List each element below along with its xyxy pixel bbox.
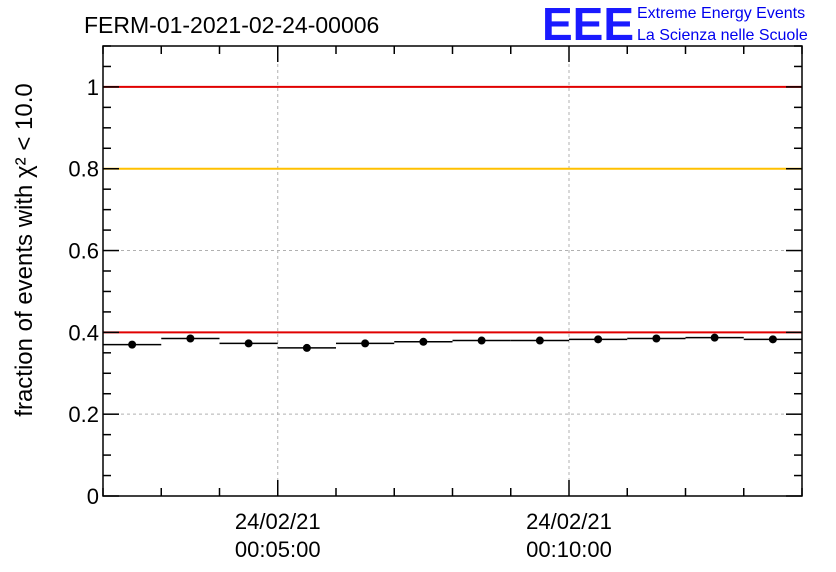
logo-line1: Extreme Energy Events <box>637 5 805 22</box>
y-tick-label: 1 <box>87 75 99 100</box>
x-tick-label-date: 24/02/21 <box>526 509 612 534</box>
data-point <box>477 336 486 345</box>
data-point <box>652 334 661 343</box>
data-point <box>128 340 137 349</box>
logo-mark: EEE <box>542 0 634 50</box>
data-point <box>768 335 777 344</box>
data-point <box>710 333 719 342</box>
data-point <box>535 336 544 345</box>
x-tick-label-time: 00:05:00 <box>235 537 321 562</box>
data-point <box>594 335 603 344</box>
y-tick-label: 0 <box>87 484 99 509</box>
data-point <box>419 337 428 346</box>
y-tick-label: 0.8 <box>68 157 99 182</box>
grid <box>103 46 802 496</box>
y-axis-label: fraction of events with χ² < 10.0 <box>11 83 38 416</box>
reference-lines <box>103 85 802 334</box>
x-tick-label-date: 24/02/21 <box>235 509 321 534</box>
y-tick-label: 0.4 <box>68 320 99 345</box>
y-tick-label: 0.6 <box>68 239 99 264</box>
y-tick-label: 0.2 <box>68 402 99 427</box>
plot-frame <box>102 45 803 497</box>
series <box>103 333 802 352</box>
eee-logo: EEE Extreme Energy Events La Scienza nel… <box>542 0 808 50</box>
data-point <box>186 334 195 343</box>
data-point <box>302 343 311 352</box>
axes: 0 0.2 0.4 0.6 0.8 1 24/02/21 00:05:00 24/02/21 00… <box>68 45 803 562</box>
logo-line2: La Scienza nelle Scuole <box>637 27 808 44</box>
x-tick-label-time: 00:10:00 <box>526 537 612 562</box>
data-point <box>244 339 253 348</box>
chart-title: FERM-01-2021-02-24-00006 <box>84 12 379 38</box>
data-point <box>361 339 370 348</box>
